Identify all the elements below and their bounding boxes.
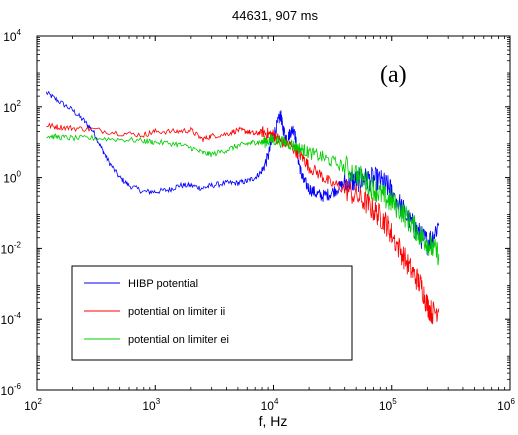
chart-title: 44631, 907 ms	[232, 8, 319, 23]
series-line-2	[46, 122, 440, 325]
y-tick-label: 102	[3, 99, 21, 115]
legend-box	[71, 265, 353, 361]
y-tick-label: 10-4	[1, 311, 22, 327]
x-tick-label: 104	[261, 397, 279, 413]
panel-label: (a)	[380, 62, 407, 88]
series-layer	[46, 90, 440, 325]
y-tick-label: 10-2	[1, 240, 22, 256]
y-tick-label: 10-6	[1, 382, 22, 398]
x-tick-label: 106	[497, 397, 515, 413]
legend-label-1: HIBP potential	[128, 278, 198, 290]
legend-items: HIBP potential potential on limiter ii pot…	[84, 278, 229, 346]
legend-label-2: potential on limiter ii	[128, 306, 225, 318]
y-tick-label: 104	[3, 28, 21, 44]
y-tick-label: 100	[3, 170, 21, 186]
x-axis-label: f, Hz	[259, 413, 288, 429]
legend: HIBP potential potential on limiter ii pot…	[71, 265, 353, 361]
x-tick-label: 105	[379, 397, 397, 413]
x-tick-label: 103	[142, 397, 160, 413]
legend-label-3: potential on limiter ei	[128, 334, 229, 346]
tick-layer: 102 103 104 105 106 104 102 100 10-2 10-4 10-6	[1, 28, 516, 413]
series-line-3	[46, 133, 440, 266]
x-tick-label: 102	[24, 397, 42, 413]
